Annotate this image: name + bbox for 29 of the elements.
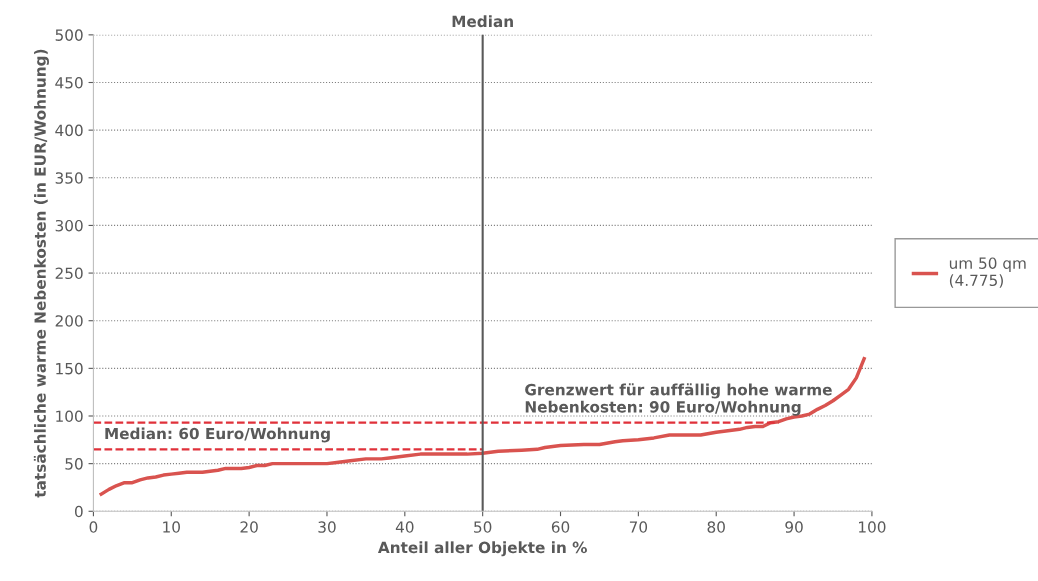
x-tick-label: 100: [859, 521, 886, 533]
y-tick-label: 100: [56, 410, 83, 423]
y-tick-label: 350: [55, 172, 83, 184]
y-tick-label: 450: [55, 76, 83, 89]
y-tick-label: 250: [55, 267, 83, 280]
y-tick-label: 300: [55, 219, 83, 232]
x-tick-label: 10: [163, 521, 180, 533]
x-tick-label: 90: [785, 521, 803, 533]
x-tick-label: 80: [707, 521, 725, 533]
ref-line-label: Median: [452, 15, 513, 28]
x-tick-label: 70: [629, 521, 648, 533]
y-tick-label: 0: [74, 505, 83, 518]
annotation: Median: 60 Euro/Wohnung: [105, 427, 330, 443]
legend-label: um 50 qm (4.775): [949, 257, 1026, 288]
x-tick-label: 0: [89, 521, 98, 533]
x-axis-title: Anteil aller Objekte in %: [377, 541, 587, 557]
annotation: Grenzwert für auffällig hohe warme Nebenkosten: 90 Euro/Wohnung: [525, 383, 832, 416]
x-tick-label: 50: [474, 521, 492, 533]
line-series: [99, 357, 866, 496]
y-tick-label: 400: [55, 124, 83, 137]
x-tick-label: 40: [395, 521, 414, 533]
y-tick-label: 200: [55, 315, 83, 327]
x-tick-label: 30: [318, 521, 336, 533]
y-axis-title: tatsächliche warme Nebenkosten (in EUR/Wohnung): [33, 49, 49, 498]
y-tick-label: 500: [55, 29, 83, 41]
y-tick-label: 50: [65, 458, 83, 470]
x-tick-label: 60: [551, 521, 570, 533]
x-tick-label: 20: [240, 521, 258, 533]
y-tick-label: 150: [56, 362, 83, 375]
